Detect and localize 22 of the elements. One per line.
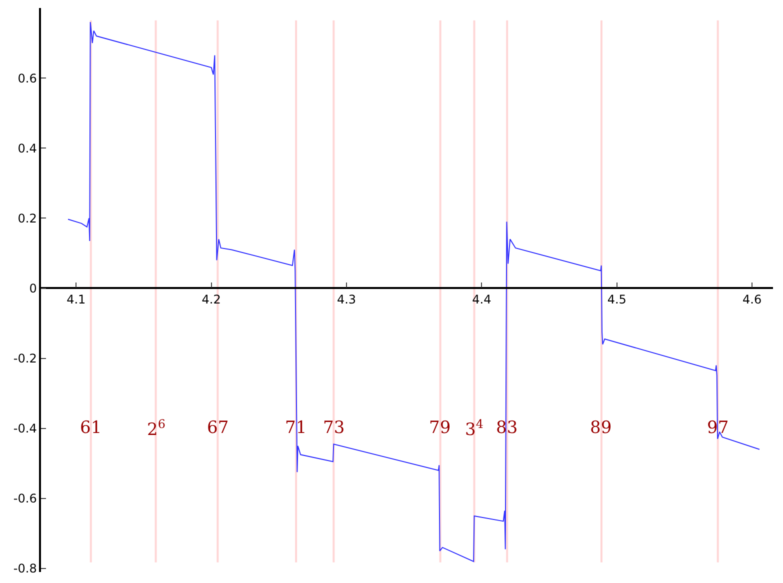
x-tick-label: 4.4 (472, 292, 492, 306)
x-tick-label: 4.1 (66, 292, 86, 306)
line-series (68, 22, 760, 562)
annotation: 79 (429, 418, 451, 438)
x-tick-label: 4.5 (607, 292, 626, 306)
annotation: 3$^{4}$ (465, 417, 484, 440)
x-tick-label: 4.3 (336, 292, 356, 306)
y-tick-label: -0.2 (13, 352, 37, 366)
annotation: 89 (590, 418, 612, 438)
y-tick-label: 0.2 (18, 211, 37, 226)
y-tick-label: -0.4 (13, 422, 37, 436)
y-tick-label: 0.6 (18, 71, 37, 86)
y-tick-label: -0.6 (13, 492, 37, 506)
y-tick-label: 0 (29, 281, 37, 296)
y-tick-label: 0.4 (18, 141, 37, 156)
x-tick-label: 4.2 (202, 292, 221, 306)
annotation: 61 (80, 418, 102, 438)
x-tick-label: 4.6 (742, 292, 762, 306)
annotation: 73 (323, 418, 345, 438)
annotation: 2$^{6}$ (147, 417, 166, 440)
y-tick-label: -0.8 (13, 562, 37, 576)
annotation: 67 (207, 418, 229, 438)
